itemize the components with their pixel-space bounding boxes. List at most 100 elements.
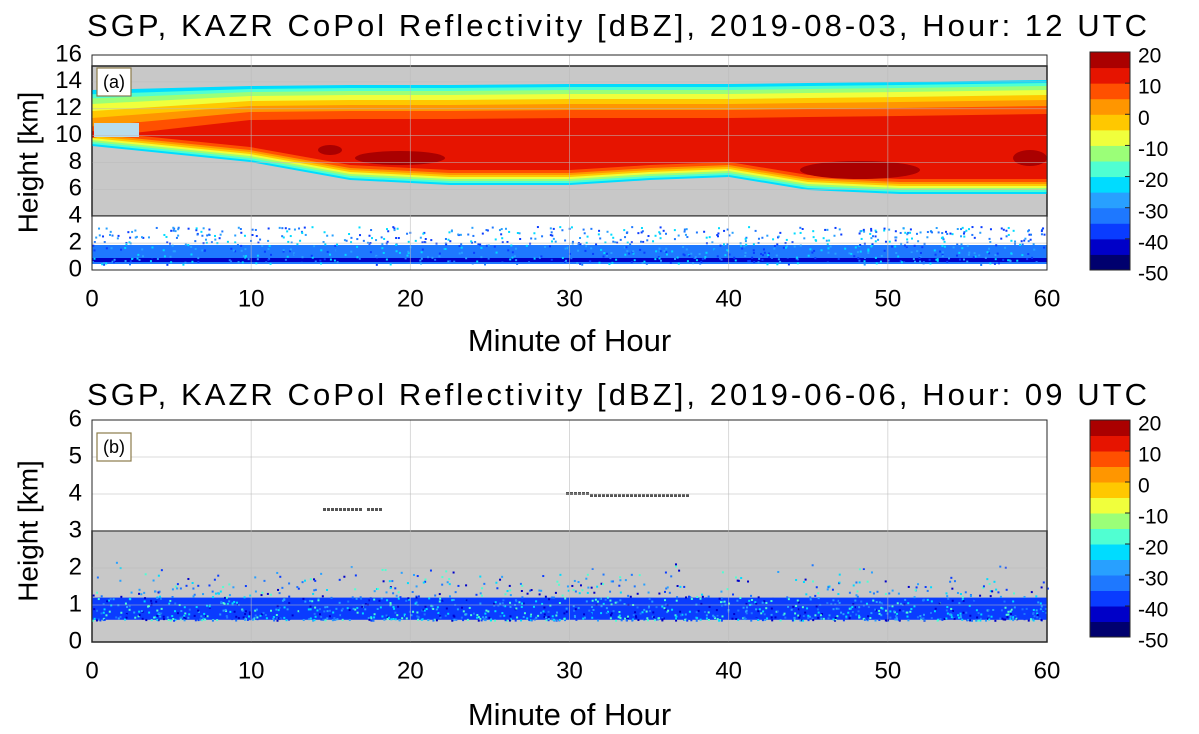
y-tick-label: 4 [69, 479, 82, 506]
clutter-speck [441, 599, 444, 602]
clutter-speck [494, 601, 497, 604]
clutter-speck [684, 613, 687, 616]
clutter-speck [695, 619, 698, 622]
clutter-speck [736, 599, 739, 602]
clutter-speck [751, 256, 754, 259]
clutter-speck [842, 613, 845, 616]
clutter-speck [1036, 612, 1039, 615]
clutter-speck [941, 232, 944, 235]
clutter-speck [875, 230, 878, 233]
clutter-speck [1027, 240, 1030, 243]
clutter-speck [985, 619, 988, 622]
clutter-speck [816, 608, 819, 611]
clutter-speck [980, 613, 983, 616]
colorbar-swatch [1090, 223, 1130, 240]
clutter-speck [949, 232, 952, 235]
clutter-speck [771, 597, 774, 600]
clutter-speck [197, 619, 200, 622]
clutter-speck [387, 230, 390, 233]
clutter-speck [928, 258, 931, 261]
clutter-speck [646, 597, 649, 600]
clutter-speck [439, 615, 442, 618]
aircraft-echo [582, 492, 585, 495]
clutter-speck [782, 246, 785, 249]
clutter-speck [809, 248, 812, 251]
clutter-speck [989, 228, 992, 231]
clutter-speck [169, 242, 172, 245]
clutter-speck [435, 608, 438, 611]
clutter-speck [939, 618, 942, 621]
clutter-speck [625, 246, 628, 249]
clutter-speck [140, 593, 143, 596]
clutter-speck [1001, 617, 1004, 620]
clutter-speck [385, 258, 388, 261]
clutter-speck [1043, 233, 1046, 236]
clutter-speck [431, 256, 434, 259]
clutter-speck [582, 617, 585, 620]
clutter-speck [392, 226, 395, 229]
clutter-speck [726, 249, 729, 252]
clutter-speck [293, 253, 296, 256]
clutter-speck [261, 591, 264, 594]
clutter-speck [412, 610, 415, 613]
clutter-speck [643, 583, 646, 586]
clutter-speck [619, 617, 622, 620]
clutter-speck [946, 612, 949, 615]
clutter-speck [590, 227, 593, 230]
clutter-speck [183, 606, 186, 609]
clutter-speck [652, 240, 655, 243]
clutter-speck [509, 601, 512, 604]
clutter-speck [211, 619, 214, 622]
clutter-speck [548, 598, 551, 601]
clutter-speck [171, 244, 174, 247]
clutter-speck [308, 249, 311, 252]
clutter-speck [1046, 587, 1049, 590]
clutter-speck [511, 251, 514, 254]
clutter-speck [797, 601, 800, 604]
clutter-speck [92, 619, 95, 622]
clutter-speck [149, 260, 152, 263]
clutter-speck [852, 602, 855, 605]
clutter-speck [195, 606, 198, 609]
clutter-speck [870, 227, 873, 230]
clutter-speck [380, 597, 383, 600]
clutter-speck [321, 595, 324, 598]
colorbar-tick-label: 10 [1138, 444, 1161, 467]
clutter-speck [383, 237, 386, 240]
clutter-speck [640, 227, 643, 230]
clutter-speck [220, 601, 223, 604]
clutter-speck [554, 240, 557, 243]
clutter-speck [479, 575, 482, 578]
clutter-speck [876, 590, 879, 593]
clutter-speck [429, 569, 432, 572]
clutter-speck [375, 239, 378, 242]
clutter-speck [242, 255, 245, 258]
colorbar-tick-label: 20 [1138, 45, 1161, 68]
clutter-speck [636, 606, 639, 609]
clutter-speck [435, 619, 438, 622]
clutter-speck [1012, 619, 1015, 622]
clutter-speck [930, 600, 933, 603]
clutter-speck [566, 585, 569, 588]
clutter-speck [473, 251, 476, 254]
clutter-speck [720, 601, 723, 604]
clutter-speck [770, 616, 773, 619]
clutter-speck [501, 575, 504, 578]
clutter-speck [540, 255, 543, 258]
clutter-speck [859, 244, 862, 247]
clutter-speck [341, 618, 344, 621]
clutter-speck [234, 234, 237, 237]
clutter-speck [715, 609, 718, 612]
y-tick-label: 10 [55, 121, 82, 148]
clutter-speck [850, 252, 853, 255]
clutter-speck [174, 230, 177, 233]
clutter-speck [840, 611, 843, 614]
clutter-speck [529, 242, 532, 245]
clutter-speck [166, 241, 169, 244]
clutter-speck [551, 615, 554, 618]
clutter-speck [701, 595, 704, 598]
clutter-speck [176, 613, 179, 616]
aircraft-echo [566, 492, 569, 495]
clutter-speck [438, 255, 441, 258]
clutter-speck [763, 251, 766, 254]
